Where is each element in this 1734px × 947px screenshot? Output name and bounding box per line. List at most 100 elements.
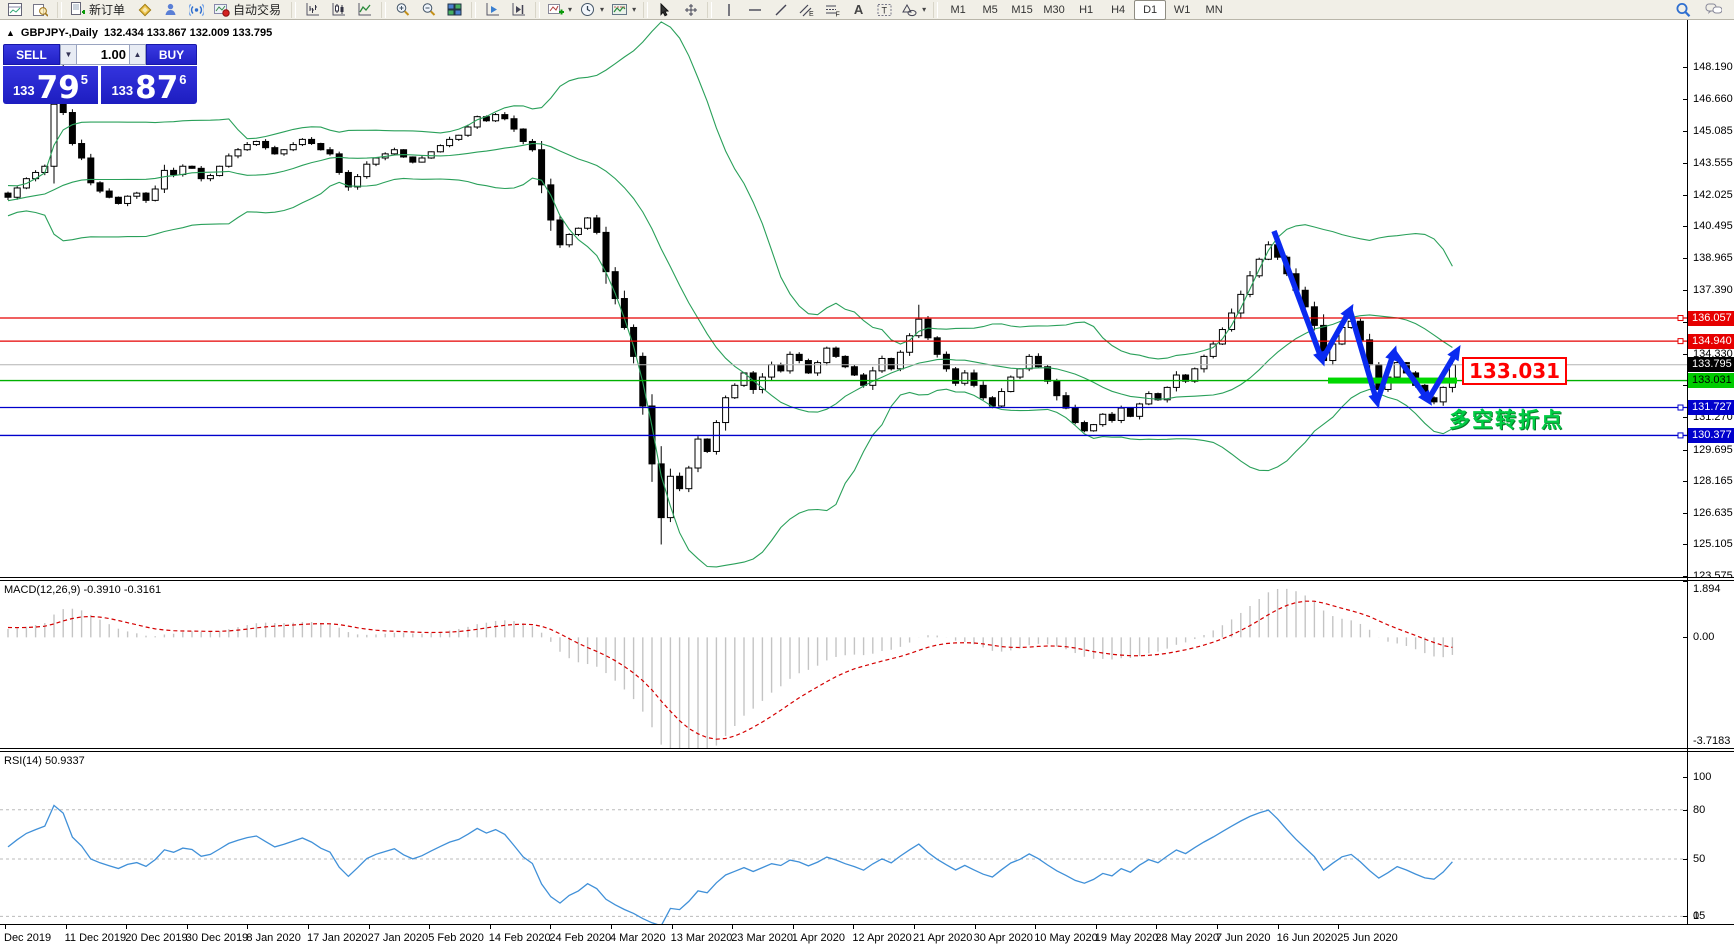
zoom-out-button[interactable] bbox=[416, 0, 441, 20]
chart-window-icon bbox=[6, 2, 23, 18]
buy-price[interactable]: 133 87 6 bbox=[101, 66, 197, 104]
vertical-line-tool-button[interactable] bbox=[716, 0, 741, 20]
sell-button[interactable]: SELL bbox=[3, 44, 60, 65]
rsi-plot[interactable] bbox=[0, 752, 1687, 924]
price-label-box: 133.795 bbox=[1688, 357, 1734, 373]
zoom-in-button[interactable] bbox=[390, 0, 415, 20]
macd-axis-tick: 0.00 bbox=[1693, 631, 1715, 644]
sell-price[interactable]: 133 79 5 bbox=[3, 66, 98, 104]
price-tick-dash bbox=[1683, 226, 1687, 228]
timeframe-m30[interactable]: M30 bbox=[1043, 3, 1065, 16]
line-chart-icon bbox=[356, 2, 373, 18]
candle-body bbox=[1228, 312, 1236, 331]
candle-body bbox=[722, 397, 730, 424]
date-label: 23 Mar 2020 bbox=[731, 932, 793, 944]
toolbar-separator bbox=[381, 1, 387, 18]
date-tick bbox=[671, 925, 673, 929]
metaeditor-button[interactable] bbox=[132, 0, 157, 20]
timeframe-m15[interactable]: M15 bbox=[1011, 3, 1033, 16]
periods-button[interactable]: ▾ bbox=[576, 0, 607, 20]
line-end-marker bbox=[1677, 432, 1684, 439]
buy-price-prefix: 133 bbox=[111, 83, 134, 98]
volume-increase-button[interactable]: ▲ bbox=[129, 44, 146, 65]
search-button[interactable] bbox=[1670, 0, 1695, 20]
line-end-marker bbox=[1677, 315, 1684, 322]
candlestick-chart-button[interactable] bbox=[326, 0, 351, 20]
volume-decrease-button[interactable]: ▼ bbox=[60, 44, 77, 65]
turning-point-annotation[interactable]: 多空转折点 bbox=[1449, 409, 1564, 432]
text-tool-button[interactable]: A bbox=[846, 0, 871, 20]
candle-body bbox=[455, 134, 463, 140]
timeframe-h4[interactable]: H4 bbox=[1111, 3, 1126, 16]
candle-body bbox=[841, 355, 849, 368]
price-axis[interactable]: 148.190 146.660 145.085 143.555 142.025 140.4… bbox=[1683, 20, 1734, 582]
line-chart-button[interactable] bbox=[352, 0, 377, 20]
indicators-button[interactable]: ▾ bbox=[544, 0, 575, 20]
horizontal-line-tool-button[interactable] bbox=[742, 0, 767, 20]
candle-body bbox=[446, 138, 454, 147]
macd-axis-dash bbox=[1683, 581, 1687, 582]
timeframe-m5[interactable]: M5 bbox=[982, 3, 998, 16]
bar-chart-button[interactable] bbox=[300, 0, 325, 20]
candle-body bbox=[1034, 355, 1042, 368]
candle-body bbox=[584, 217, 592, 229]
cursor-tool-button[interactable] bbox=[652, 0, 677, 20]
buy-button[interactable]: BUY bbox=[146, 44, 197, 65]
price-tick: 138.965 bbox=[1693, 251, 1733, 264]
equidistant-channel-tool-button[interactable]: E bbox=[794, 0, 819, 20]
shapes-icon bbox=[901, 2, 918, 18]
toolbar-separator bbox=[535, 1, 541, 18]
date-label: 17 Jan 2020 bbox=[307, 932, 368, 944]
tile-windows-button[interactable] bbox=[442, 0, 467, 20]
templates-button[interactable]: ▾ bbox=[608, 0, 639, 20]
chat-button[interactable] bbox=[1701, 0, 1726, 20]
price-annotation-box[interactable]: 133.031 bbox=[1462, 357, 1568, 385]
rsi-axis[interactable]: 100 80 50 15 0 bbox=[1683, 752, 1734, 942]
collapse-panel-icon[interactable]: ▲ bbox=[6, 28, 15, 38]
price-tick-dash bbox=[1683, 98, 1687, 100]
autotrading-button[interactable]: 自动交易 bbox=[210, 0, 287, 20]
chevron-down-icon: ▾ bbox=[632, 5, 637, 14]
candle-body bbox=[1246, 275, 1254, 295]
trendline-tool-button[interactable] bbox=[768, 0, 793, 20]
zigzag-arrow bbox=[1271, 230, 1323, 356]
volume-input[interactable] bbox=[77, 44, 129, 65]
candle-body bbox=[160, 169, 168, 190]
date-tick bbox=[65, 925, 67, 929]
window-preview-button[interactable] bbox=[28, 0, 53, 20]
candle-body bbox=[252, 140, 260, 146]
timeframe-m1[interactable]: M1 bbox=[950, 3, 966, 16]
buy-price-sup: 6 bbox=[179, 72, 187, 87]
person-icon bbox=[162, 2, 179, 18]
macd-axis[interactable]: 1.894 0.00 -3.7183 bbox=[1683, 581, 1734, 749]
signals-button[interactable] bbox=[184, 0, 209, 20]
date-label: 16 Jun 2020 bbox=[1276, 932, 1338, 944]
timeframe-d1[interactable]: D1 bbox=[1134, 0, 1167, 20]
chart-shift-button[interactable] bbox=[506, 0, 531, 20]
text-label-tool-button[interactable]: T bbox=[872, 0, 897, 20]
candle-body bbox=[1053, 380, 1061, 397]
timeframe-h1[interactable]: H1 bbox=[1079, 3, 1094, 16]
panel-separator[interactable] bbox=[0, 577, 1734, 581]
svg-text:E: E bbox=[809, 11, 814, 17]
shapes-tool-button[interactable]: ▾ bbox=[898, 0, 929, 20]
chart-window-button[interactable] bbox=[2, 0, 27, 20]
zigzag-arrow bbox=[1425, 354, 1457, 402]
date-axis[interactable]: Dec 2019 11 Dec 2019 20 Dec 2019 30 Dec 201… bbox=[0, 925, 1734, 947]
panel-separator[interactable] bbox=[0, 748, 1734, 752]
timeframe-w1[interactable]: W1 bbox=[1173, 3, 1191, 16]
date-tick bbox=[1217, 925, 1218, 929]
new-order-button[interactable]: 新订单 bbox=[66, 0, 131, 20]
macd-axis-tick: -3.7183 bbox=[1693, 735, 1731, 747]
crosshair-tool-button[interactable] bbox=[678, 0, 703, 20]
candle-body bbox=[68, 112, 76, 145]
mql5-community-button[interactable] bbox=[158, 0, 183, 20]
macd-plot[interactable] bbox=[0, 581, 1687, 748]
text-label-icon: T bbox=[876, 2, 893, 18]
candle-body bbox=[197, 167, 205, 180]
zoom-out-icon bbox=[420, 2, 437, 18]
auto-scroll-button[interactable] bbox=[480, 0, 505, 20]
main-chart-plot[interactable] bbox=[0, 20, 1687, 577]
timeframe-mn[interactable]: MN bbox=[1205, 3, 1223, 16]
fibonacci-tool-button[interactable]: F bbox=[820, 0, 845, 20]
